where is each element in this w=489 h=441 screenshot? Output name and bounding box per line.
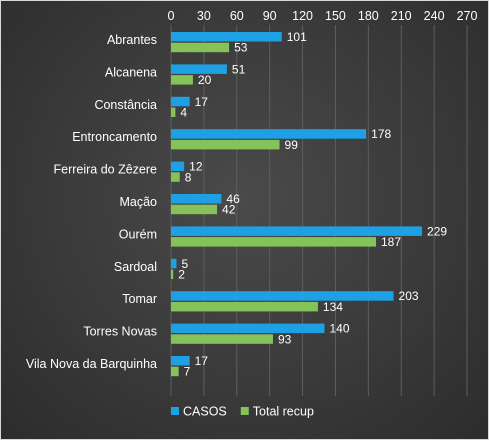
x-tick-label-60: 60 bbox=[230, 9, 244, 23]
bar-total-recup-5 bbox=[171, 204, 218, 215]
bar-casos-10 bbox=[171, 356, 190, 366]
bar-total-recup-4 bbox=[171, 172, 180, 182]
bars bbox=[171, 32, 423, 377]
bar-total-recup-10 bbox=[171, 366, 179, 377]
bar-total-recup-0 bbox=[171, 42, 230, 53]
data-label-casos-2: 17 bbox=[195, 95, 209, 109]
data-label-total-recup-5: 42 bbox=[222, 203, 236, 217]
x-tick-label-150: 150 bbox=[325, 9, 346, 23]
data-label-total-recup-8: 134 bbox=[323, 300, 343, 314]
data-label-total-recup-7: 2 bbox=[178, 268, 185, 282]
x-tick-label-0: 0 bbox=[168, 9, 175, 23]
data-label-total-recup-1: 20 bbox=[198, 73, 212, 87]
bar-casos-5 bbox=[171, 194, 222, 204]
data-label-casos-6: 229 bbox=[427, 224, 447, 238]
category-label-5: Mação bbox=[119, 195, 157, 209]
bar-casos-2 bbox=[171, 96, 190, 107]
data-label-casos-10: 17 bbox=[195, 354, 209, 368]
bar-total-recup-2 bbox=[171, 107, 176, 117]
category-label-6: Ourém bbox=[119, 227, 157, 241]
data-label-total-recup-3: 99 bbox=[285, 138, 299, 152]
data-label-total-recup-2: 4 bbox=[180, 106, 187, 120]
bar-casos-0 bbox=[171, 32, 282, 42]
bar-total-recup-9 bbox=[171, 334, 273, 344]
x-tick-label-180: 180 bbox=[358, 9, 379, 23]
bar-casos-7 bbox=[171, 258, 177, 269]
bar-total-recup-6 bbox=[171, 237, 377, 247]
x-tick-label-240: 240 bbox=[424, 9, 445, 23]
data-label-total-recup-6: 187 bbox=[381, 235, 401, 249]
category-labels: Abrantes Alcanena Constância Entroncamento F… bbox=[26, 33, 157, 371]
data-label-casos-4: 12 bbox=[189, 160, 203, 174]
legend: CASOS Total recup bbox=[171, 405, 314, 419]
data-label-casos-9: 140 bbox=[329, 322, 349, 336]
x-tick-label-210: 210 bbox=[391, 9, 412, 23]
data-label-casos-0: 101 bbox=[287, 30, 307, 44]
bar-casos-8 bbox=[171, 291, 394, 301]
bar-casos-6 bbox=[171, 226, 423, 236]
category-label-1: Alcanena bbox=[105, 65, 157, 79]
gridlines bbox=[170, 25, 468, 396]
data-label-casos-7: 5 bbox=[181, 257, 188, 271]
category-label-2: Constância bbox=[94, 98, 157, 112]
legend-label-total-recup: Total recup bbox=[253, 405, 314, 419]
bar-total-recup-8 bbox=[171, 301, 318, 312]
data-label-casos-3: 178 bbox=[371, 127, 391, 141]
x-tick-label-120: 120 bbox=[292, 9, 313, 23]
bar-casos-3 bbox=[171, 129, 367, 139]
bar-total-recup-7 bbox=[171, 269, 174, 279]
legend-swatch-total-recup bbox=[240, 407, 249, 415]
legend-swatch-casos bbox=[171, 407, 179, 415]
data-label-total-recup-10: 7 bbox=[184, 365, 191, 379]
x-axis-ticks: 0 30 60 90 120 150 180 210 240 270 bbox=[168, 9, 478, 23]
bar-casos-9 bbox=[171, 323, 325, 334]
legend-label-casos: CASOS bbox=[183, 405, 227, 419]
x-tick-label-270: 270 bbox=[457, 9, 478, 23]
category-label-3: Entroncamento bbox=[72, 130, 157, 144]
category-label-0: Abrantes bbox=[107, 33, 157, 47]
category-label-9: Torres Novas bbox=[83, 325, 157, 339]
data-label-casos-1: 51 bbox=[232, 62, 246, 76]
bar-total-recup-3 bbox=[171, 139, 280, 150]
category-label-7: Sardoal bbox=[114, 260, 157, 274]
data-label-casos-8: 203 bbox=[399, 289, 419, 303]
category-label-8: Tomar bbox=[122, 292, 157, 306]
category-label-4: Ferreira do Zêzere bbox=[53, 163, 157, 177]
data-label-total-recup-0: 53 bbox=[234, 41, 248, 55]
data-label-total-recup-9: 93 bbox=[278, 332, 292, 346]
bar-total-recup-1 bbox=[171, 75, 193, 85]
x-tick-label-30: 30 bbox=[197, 9, 211, 23]
data-label-casos-5: 46 bbox=[226, 192, 240, 206]
data-label-total-recup-4: 8 bbox=[185, 170, 192, 184]
bar-casos-1 bbox=[171, 64, 227, 74]
bar-casos-4 bbox=[171, 161, 185, 172]
x-tick-label-90: 90 bbox=[263, 9, 277, 23]
category-label-10: Vila Nova da Barquinha bbox=[26, 357, 157, 371]
